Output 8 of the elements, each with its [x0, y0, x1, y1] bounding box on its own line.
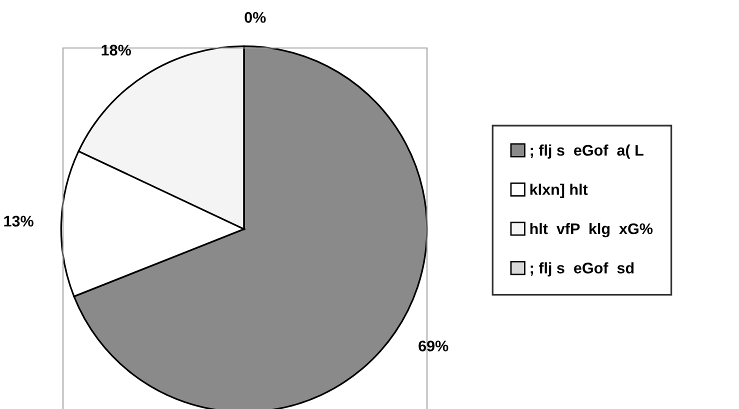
legend-label: hlt vfP klg xG%	[530, 222, 653, 238]
data-label: 69%	[418, 340, 448, 352]
text: 0%	[244, 12, 266, 23]
legend-label: klxn] hlt	[530, 184, 588, 198]
legend-label: ; flj s eGof sd	[530, 262, 634, 276]
legend-label: ; flj s eGof a( L	[530, 144, 644, 159]
data-label: 13%	[4, 216, 34, 227]
data-label: 18%	[102, 44, 131, 56]
